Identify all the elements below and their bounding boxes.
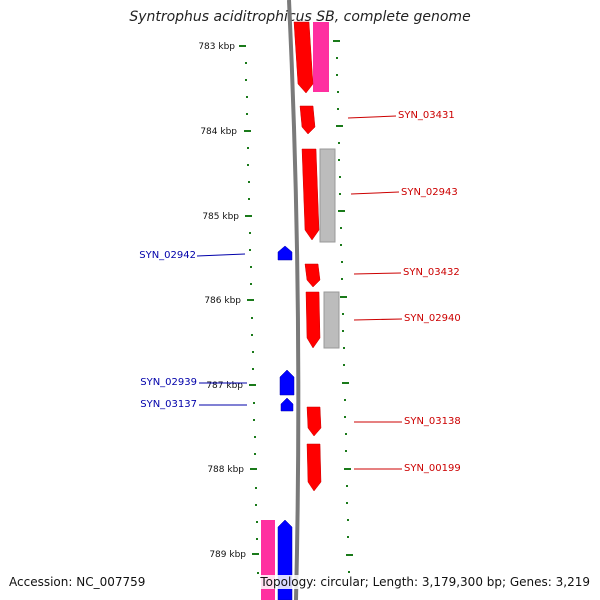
label-syn03431[interactable]: SYN_03431 (398, 110, 455, 121)
pink-feature-top (313, 22, 329, 92)
forward-gene-syn03432 (304, 263, 321, 288)
label-syn03138[interactable]: SYN_03138 (404, 416, 461, 427)
forward-gene-syn02940 (305, 291, 321, 349)
reverse-gene-syn03137 (280, 397, 294, 412)
forward-gene-syn03138 (306, 406, 322, 437)
label-syn02940[interactable]: SYN_02940 (404, 313, 461, 324)
label-syn02943[interactable]: SYN_02943 (401, 187, 458, 198)
right-scale-ticks (333, 40, 353, 573)
tick-label-784: 784 kbp (200, 127, 237, 137)
label-syn03432[interactable]: SYN_03432 (403, 267, 460, 278)
forward-genes (293, 21, 322, 492)
label-syn00199[interactable]: SYN_00199 (404, 463, 461, 474)
genome-summary-text: Topology: circular; Length: 3,179,300 bp… (260, 575, 590, 589)
reverse-genes (277, 245, 295, 600)
label-syn02942[interactable]: SYN_02942 (139, 250, 196, 261)
left-major-ticks (239, 45, 259, 555)
gray-feature-2 (323, 291, 340, 349)
left-minor-ticks (245, 62, 259, 574)
forward-gene-top (293, 21, 314, 94)
gray-feature-1 (319, 148, 336, 243)
reverse-gene-syn02942 (277, 245, 293, 261)
tick-label-789: 789 kbp (209, 550, 246, 560)
tick-label-783: 783 kbp (198, 42, 235, 52)
forward-gene-syn00199 (306, 443, 322, 492)
forward-gene-syn02943 (301, 148, 320, 241)
reverse-gene-syn02939 (279, 369, 295, 396)
label-syn02939[interactable]: SYN_02939 (140, 377, 197, 388)
gray-features (319, 148, 340, 349)
accession-text: Accession: NC_007759 (9, 575, 146, 589)
forward-gene-syn03431 (299, 105, 316, 135)
tick-label-786: 786 kbp (204, 296, 241, 306)
reverse-leader-lines (196, 253, 247, 406)
map-title: Syntrophus aciditrophicus SB, complete g… (129, 9, 471, 25)
forward-leader-lines (347, 115, 403, 470)
genome-backbone (287, 0, 301, 600)
tick-label-785: 785 kbp (202, 212, 239, 222)
tick-label-788: 788 kbp (207, 465, 244, 475)
tick-label-787: 787 kbp (206, 381, 243, 391)
label-syn03137[interactable]: SYN_03137 (140, 399, 197, 410)
